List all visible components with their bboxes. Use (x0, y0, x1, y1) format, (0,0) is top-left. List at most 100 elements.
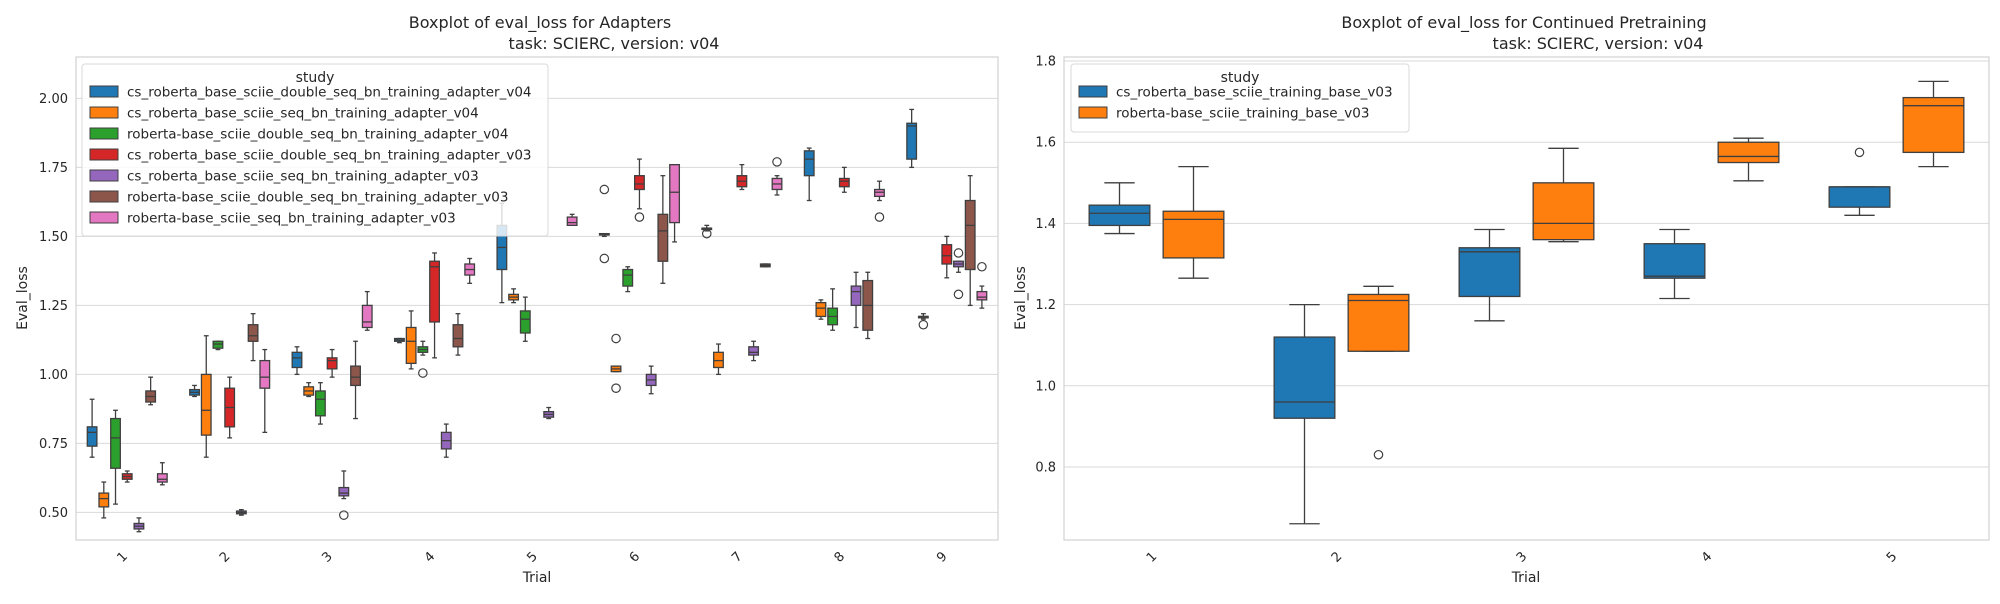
adapters-box-trial-4-series-1 (393, 337, 405, 344)
adapters-box-trial-7-series-2 (713, 343, 724, 376)
adapters-legend-label-6: roberta-base_sciie_double_seq_bn_trainin… (127, 190, 508, 206)
adapters-box-trial-1-series-1 (86, 398, 98, 458)
adapters-box-trial-8-series-1 (803, 147, 815, 202)
iqr-box (338, 486, 350, 497)
iqr-box (748, 346, 760, 356)
adapters-legend-swatch-2 (89, 106, 119, 119)
adapters-legend-items: cs_roberta_base_sciie_double_seq_bn_trai… (89, 85, 532, 227)
adapters-box-trial-6-series-3 (622, 266, 634, 293)
iqr-box (156, 473, 168, 483)
adapters-box-trial-1-series-6 (145, 376, 157, 406)
adapters-legend: study cs_roberta_base_sciie_double_seq_b… (81, 63, 549, 237)
pretraining-title: Boxplot of eval_loss for Continued Pretr… (1341, 13, 1706, 33)
adapters-box-trial-4-series-2 (405, 310, 417, 370)
adapters-y-tick-label: 0.75 (39, 437, 68, 452)
adapters-box-trial-9-series-1 (906, 108, 918, 169)
iqr-box (669, 163, 681, 224)
adapters-y-axis-label: Eval_loss (15, 266, 31, 330)
adapters-legend-swatch-5 (89, 169, 119, 182)
adapters-box-trial-7-series-6 (759, 263, 771, 268)
pretraining-box-trial-2-series-1 (1273, 303, 1336, 525)
adapters-box-trial-7-series-1 (701, 224, 713, 239)
adapters-subtitle: task: SCIERC, version: v04 (509, 34, 720, 53)
iqr-box (1643, 243, 1706, 279)
adapters-box-trial-4-series-7 (464, 257, 476, 284)
pretraining-box-trial-5-series-1 (1828, 147, 1891, 216)
iqr-box (976, 290, 988, 301)
adapters-plot-frame (75, 56, 999, 541)
iqr-box (713, 351, 724, 369)
adapters-box-trial-5-series-3 (519, 296, 531, 342)
adapters-box-trial-4-series-3 (417, 340, 429, 378)
outlier-point (977, 261, 987, 272)
adapters-legend-swatch-7 (89, 211, 119, 224)
outlier-point (701, 228, 712, 239)
adapters-box-trial-3-series-7 (361, 290, 373, 331)
adapters-x-axis-label: Trial (522, 570, 552, 586)
adapters-box-trial-6-series-7 (669, 163, 681, 243)
iqr-box (1162, 210, 1225, 259)
adapters-box-trial-3-series-1 (291, 346, 303, 376)
adapters-legend-label-1: cs_roberta_base_sciie_double_seq_bn_trai… (127, 85, 532, 101)
iqr-box (1088, 204, 1151, 227)
iqr-box (259, 359, 271, 389)
pretraining-y-tick-label: 1.6 (1035, 136, 1056, 151)
adapters-box-trial-6-series-6 (657, 175, 669, 284)
adapters-legend-title: study (296, 70, 335, 86)
iqr-box (803, 150, 815, 177)
adapters-legend-box (81, 63, 549, 237)
adapters-box-trial-6-series-2 (610, 333, 622, 393)
iqr-box (1347, 293, 1410, 352)
pretraining-boxes (1088, 80, 1965, 525)
outlier-point (599, 184, 610, 195)
adapters-legend-label-3: roberta-base_sciie_double_seq_bn_trainin… (127, 127, 508, 143)
pretraining-legend-swatch-1 (1078, 85, 1108, 98)
iqr-box (98, 492, 110, 508)
iqr-box (1532, 182, 1595, 241)
pretraining-subtitle: task: SCIERC, version: v04 (1493, 34, 1704, 53)
iqr-box (1458, 247, 1521, 298)
outlier-point (611, 333, 621, 344)
outlier-point (1854, 147, 1865, 158)
adapters-box-trial-9-series-5 (953, 248, 964, 300)
outlier-point (339, 510, 349, 520)
adapters-box-trial-2-series-3 (212, 340, 224, 351)
pretraining-y-tick-label: 1.4 (1035, 217, 1056, 232)
adapters-y-tick-label: 1.50 (39, 230, 68, 245)
pretraining-y-tick-label: 1.2 (1035, 298, 1056, 313)
pretraining-box-trial-4-series-1 (1643, 228, 1706, 300)
pretraining-box-trial-5-series-2 (1902, 80, 1965, 168)
iqr-box (350, 365, 361, 387)
adapters-box-trial-8-series-7 (874, 180, 885, 222)
adapters-box-trial-1-series-2 (98, 481, 110, 519)
adapters-box-trial-2-series-1 (189, 384, 200, 398)
iqr-box (86, 426, 98, 447)
iqr-box (941, 244, 953, 265)
iqr-box (291, 351, 303, 369)
outlier-point (634, 212, 645, 222)
adapters-legend-label-7: roberta-base_sciie_seq_bn_training_adapt… (127, 211, 456, 227)
adapters-box-trial-8-series-6 (862, 271, 874, 340)
adapters-box-trial-7-series-7 (771, 157, 783, 196)
adapters-box-trial-5-series-7 (566, 213, 578, 227)
adapters-y-tick-label: 1.75 (39, 161, 68, 176)
outlier-point (874, 212, 885, 222)
pretraining-y-axis-label: Eval_loss (1013, 266, 1029, 330)
pretraining-box-trial-2-series-2 (1347, 285, 1410, 460)
adapters-box-trial-8-series-2 (815, 299, 827, 320)
pretraining-box-trial-4-series-2 (1717, 137, 1780, 182)
pretraining-box-trial-3-series-1 (1458, 228, 1521, 322)
iqr-box (519, 310, 531, 334)
adapters-box-trial-2-series-4 (224, 376, 236, 439)
outlier-point (599, 253, 610, 264)
adapters-legend-swatch-4 (89, 148, 119, 161)
outlier-point (611, 383, 621, 393)
adapters-y-tick-label: 0.50 (39, 506, 68, 521)
adapters-y-tick-label: 1.00 (39, 368, 68, 383)
outlier-point (918, 319, 929, 330)
iqr-box (326, 357, 338, 370)
iqr-box (212, 340, 224, 349)
outlier-point (772, 157, 782, 167)
